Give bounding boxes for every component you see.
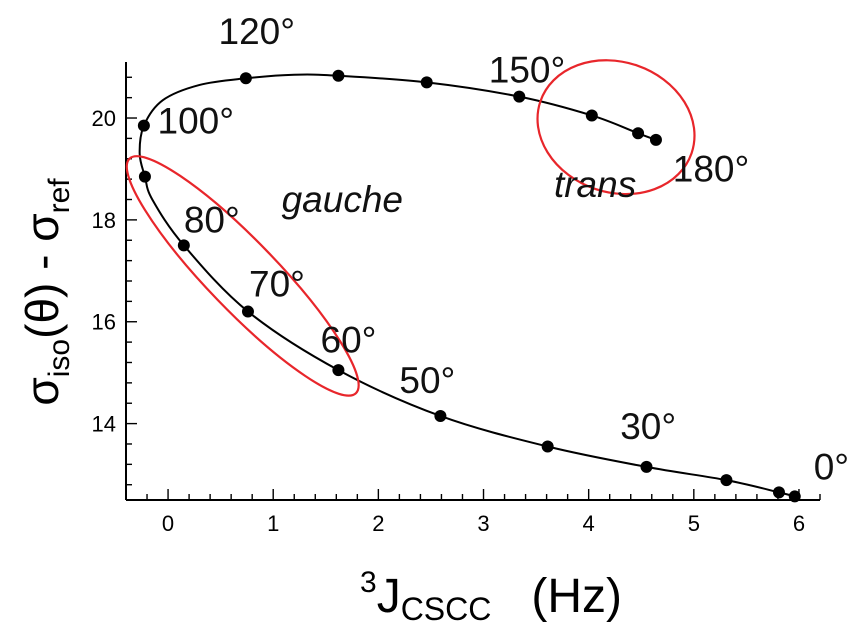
angle-label: 150° bbox=[489, 49, 566, 90]
data-point bbox=[137, 119, 150, 132]
y-axis-sub-ref: ref bbox=[43, 178, 76, 214]
data-point bbox=[513, 90, 526, 103]
data-point bbox=[434, 409, 447, 422]
data-points bbox=[137, 69, 801, 503]
x-axis-sup: 3 bbox=[360, 566, 377, 599]
x-tick-label: 4 bbox=[583, 511, 595, 536]
angle-label: 120° bbox=[219, 11, 296, 52]
angle-label: 50° bbox=[399, 360, 455, 401]
y-axis-sigma: σ bbox=[16, 377, 68, 405]
fit-curve bbox=[138, 73, 798, 498]
y-tick-label: 16 bbox=[92, 310, 116, 335]
data-point bbox=[332, 364, 345, 377]
angle-label: 70° bbox=[249, 263, 305, 304]
fit-curve-layer bbox=[138, 73, 798, 498]
data-point bbox=[585, 109, 598, 122]
ellipse-layer bbox=[125, 59, 696, 397]
y-axis-sub-iso: iso bbox=[43, 339, 76, 377]
angle-label: 0° bbox=[814, 447, 849, 488]
x-tick-label: 5 bbox=[688, 511, 700, 536]
x-axis-j: J bbox=[377, 570, 401, 623]
data-point bbox=[788, 490, 801, 503]
x-tick-label: 3 bbox=[477, 511, 489, 536]
data-point bbox=[239, 72, 252, 85]
data-point bbox=[649, 133, 662, 146]
angle-label: 60° bbox=[321, 319, 377, 360]
trans-ellipse bbox=[536, 59, 696, 196]
region-label-gauche: gauche bbox=[282, 179, 403, 220]
y-axis-mid: (θ) - σ bbox=[16, 213, 68, 339]
y-tick-label: 20 bbox=[92, 106, 116, 131]
data-point bbox=[720, 474, 733, 487]
data-point bbox=[420, 76, 433, 89]
annotation-labels: 0° 30° 50° 60° 70°80° 100° 120° 150° 180° gauche t… bbox=[158, 11, 850, 487]
data-point bbox=[332, 69, 345, 82]
x-tick-label: 1 bbox=[267, 511, 279, 536]
data-point bbox=[241, 305, 254, 318]
x-axis-sub: CSCC bbox=[401, 591, 492, 624]
axes: 0 1 2 3 4 5 6 14 16 18 20 bbox=[92, 62, 821, 536]
data-point bbox=[138, 170, 151, 183]
x-axis-unit: (Hz) bbox=[531, 570, 622, 623]
angle-label: 80° bbox=[184, 200, 240, 241]
x-axis-title: 3JCSCC (Hz) bbox=[360, 566, 622, 624]
region-label-trans: trans bbox=[554, 164, 636, 205]
y-axis-title: σiso(θ) - σref bbox=[16, 178, 76, 406]
data-point bbox=[632, 127, 645, 140]
data-point bbox=[177, 239, 190, 252]
data-point bbox=[772, 486, 785, 499]
x-tick-label: 0 bbox=[162, 511, 174, 536]
data-point bbox=[640, 460, 653, 473]
y-tick-label: 18 bbox=[92, 208, 116, 233]
angle-label: 30° bbox=[620, 406, 676, 447]
angle-label: 100° bbox=[158, 100, 235, 141]
data-point bbox=[541, 440, 554, 453]
angle-label: 180° bbox=[673, 149, 750, 190]
x-tick-label: 2 bbox=[372, 511, 384, 536]
gauche-ellipse bbox=[125, 155, 360, 397]
y-tick-label: 14 bbox=[92, 412, 116, 437]
x-tick-label: 6 bbox=[793, 511, 805, 536]
